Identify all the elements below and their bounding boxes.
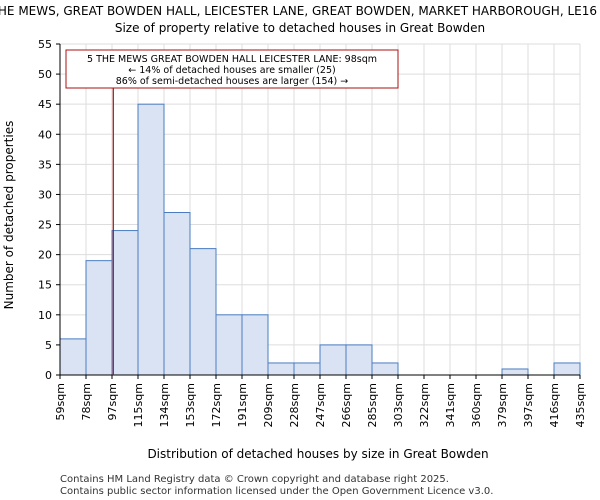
x-tick-label: 303sqm [392,383,405,427]
y-tick-label: 15 [38,279,52,292]
x-tick-label: 285sqm [366,383,379,427]
annotation-line-1: 5 THE MEWS GREAT BOWDEN HALL LEICESTER L… [87,54,377,65]
bar [241,314,269,376]
bar [85,260,113,376]
bars [59,103,581,376]
x-tick-label: 266sqm [340,383,353,427]
bar [371,362,399,376]
y-tick-label: 0 [45,369,52,382]
chart-title: 5, THE MEWS, GREAT BOWDEN HALL, LEICESTE… [0,4,600,18]
x-tick-label: 59sqm [54,383,67,420]
x-tick-label: 341sqm [444,383,457,427]
x-tick-label: 209sqm [262,383,275,427]
y-tick-label: 40 [38,128,52,141]
x-tick-label: 97sqm [106,383,119,420]
bar [137,103,165,376]
bar [189,248,217,376]
x-tick-label: 416sqm [548,383,561,427]
y-tick-label: 25 [38,219,52,232]
x-tick-label: 360sqm [470,383,483,427]
footer-line-2: Contains public sector information licen… [60,486,493,497]
bar [215,314,243,376]
y-tick-label: 10 [38,309,52,322]
bar [319,344,347,376]
bar [293,362,321,376]
bar [111,230,139,376]
x-tick-label: 191sqm [236,383,249,427]
x-tick-label: 397sqm [522,383,535,427]
x-tick-label: 134sqm [158,383,171,427]
bar [267,362,295,376]
x-ticks: 59sqm 78sqm 97sqm 115sqm 134sqm 153sqm 172sqm 1… [54,375,587,427]
x-tick-label: 115sqm [132,383,145,427]
x-tick-label: 247sqm [314,383,327,427]
y-tick-label: 30 [38,188,52,201]
annotation-line-3: 86% of semi-detached houses are larger (… [116,76,349,87]
x-tick-label: 172sqm [210,383,223,427]
bar [163,212,191,376]
bar [553,362,581,376]
y-tick-label: 45 [38,98,52,111]
x-tick-label: 322sqm [418,383,431,427]
bar [501,368,529,376]
x-tick-label: 153sqm [184,383,197,427]
x-tick-label: 228sqm [288,383,301,427]
y-axis-label: Number of detached properties [2,121,16,310]
y-ticks: 0 5 10 15 20 25 30 35 40 45 50 55 [38,38,60,382]
x-tick-label: 379sqm [496,383,509,427]
bar [59,338,87,376]
y-tick-label: 5 [45,339,52,352]
bar [345,344,373,376]
x-tick-label: 78sqm [80,383,93,420]
x-tick-label: 435sqm [574,383,587,427]
x-axis-label: Distribution of detached houses by size … [147,447,488,461]
y-tick-label: 35 [38,158,52,171]
annotation-line-2: ← 14% of detached houses are smaller (25… [128,65,335,76]
annotation-box: 5 THE MEWS GREAT BOWDEN HALL LEICESTER L… [65,49,399,89]
y-tick-label: 50 [38,68,52,81]
chart-subtitle: Size of property relative to detached ho… [115,21,485,35]
y-tick-label: 20 [38,249,52,262]
footer-line-1: Contains HM Land Registry data © Crown c… [60,474,449,485]
y-tick-label: 55 [38,38,52,51]
